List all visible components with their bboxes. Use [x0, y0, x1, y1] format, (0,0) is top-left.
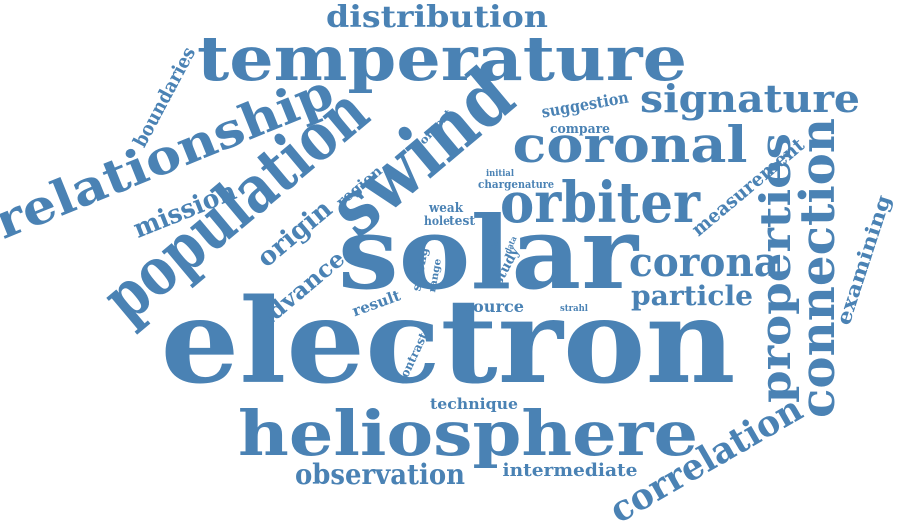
word-distribution: distribution — [326, 0, 548, 35]
word-temperature: temperature — [197, 22, 687, 95]
word-intermediate: intermediate — [503, 460, 638, 481]
word-charge: charge — [478, 178, 518, 191]
word-hole: hole — [424, 214, 450, 228]
word-orbiter: orbiter — [500, 170, 701, 236]
word-coronal: coronal — [513, 115, 748, 174]
word-nature: nature — [518, 178, 554, 191]
word-heliosphere: heliosphere — [238, 397, 698, 470]
word-source: source — [464, 297, 524, 316]
word-signature: signature — [640, 76, 860, 121]
word-observation: observation — [295, 458, 465, 491]
word-technique: technique — [430, 395, 518, 413]
word-solar: solar — [338, 194, 639, 312]
word-particle: particle — [631, 281, 753, 312]
word-strahl: strahl — [560, 304, 589, 314]
word-compare: compare — [550, 122, 610, 137]
word-connection: connection — [790, 118, 846, 418]
word-corona: corona — [629, 239, 779, 286]
word-weak: weak — [428, 201, 464, 216]
word-initial: initial — [486, 169, 515, 179]
word-test: test — [449, 214, 475, 229]
word-properties: properties — [751, 133, 800, 403]
word-electron: electron — [161, 274, 736, 410]
